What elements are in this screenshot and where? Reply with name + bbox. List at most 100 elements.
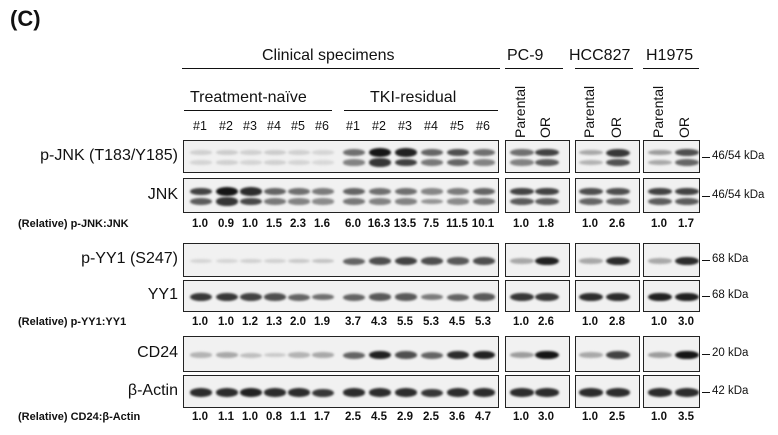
protein-band — [395, 293, 417, 301]
protein-band — [312, 293, 334, 301]
ratio-value: 1.1 — [218, 411, 234, 423]
protein-band — [579, 388, 603, 397]
protein-band — [535, 197, 559, 206]
protein-band — [648, 292, 672, 302]
protein-band — [216, 160, 238, 165]
protein-band — [288, 388, 310, 397]
protein-band — [473, 198, 495, 205]
protein-band — [369, 293, 391, 301]
protein-band — [216, 197, 238, 206]
lane-number: #5 — [450, 119, 464, 133]
ratio-value: 2.3 — [290, 218, 306, 230]
protein-band — [264, 198, 286, 205]
protein-band — [675, 197, 699, 206]
blot-panel-cell-line — [575, 280, 640, 312]
protein-band — [312, 150, 334, 155]
protein-band — [606, 187, 630, 196]
protein-band — [510, 187, 534, 196]
protein-band — [473, 293, 495, 301]
ratio-value: 1.7 — [678, 218, 694, 230]
protein-band — [421, 351, 443, 359]
protein-band — [312, 388, 334, 397]
protein-band — [216, 258, 238, 264]
protein-band — [421, 293, 443, 301]
protein-band — [648, 149, 672, 156]
blot-panel-cell-line — [505, 280, 570, 312]
protein-band — [510, 352, 534, 358]
molecular-weight-label: 20 kDa — [712, 347, 749, 359]
blot-panel-cell-line — [505, 178, 570, 213]
ratio-value: 11.5 — [446, 218, 468, 230]
ratio-value: 1.2 — [242, 316, 258, 328]
protein-band — [343, 198, 365, 205]
ratio-value: 1.0 — [513, 411, 529, 423]
ratio-value: 1.0 — [218, 316, 234, 328]
protein-band — [421, 149, 443, 156]
protein-band — [675, 350, 699, 360]
protein-band — [190, 293, 212, 301]
protein-band — [288, 150, 310, 155]
size-marker-tick — [702, 156, 710, 158]
protein-band — [675, 187, 699, 196]
protein-band — [369, 148, 391, 157]
protein-band — [606, 351, 630, 359]
size-marker-tick — [702, 354, 710, 355]
ratio-value: 4.5 — [371, 411, 387, 423]
ratio-value: 1.0 — [192, 316, 208, 328]
protein-band — [312, 188, 334, 195]
blot-panel-cell-line — [575, 140, 640, 173]
protein-band — [343, 293, 365, 301]
protein-band — [190, 258, 212, 264]
ratio-value: 1.0 — [651, 218, 667, 230]
lane-number: #5 — [291, 119, 305, 133]
blot-panel-cell-line — [505, 375, 570, 408]
blot-panel-cell-line — [643, 375, 700, 408]
blot-panel-clinical — [183, 178, 499, 213]
ratio-value: 1.0 — [513, 218, 529, 230]
ratio-value: 16.3 — [367, 218, 391, 230]
protein-band — [264, 258, 286, 264]
protein-band — [190, 187, 212, 196]
protein-band — [421, 198, 443, 205]
ratio-value: 3.7 — [345, 316, 361, 328]
protein-band — [535, 293, 559, 301]
ratio-value: 5.3 — [475, 316, 491, 328]
ratio-row-label: (Relative) p-JNK:JNK — [18, 218, 129, 230]
protein-band — [312, 160, 334, 165]
blot-row-label: CD24 — [137, 344, 178, 361]
protein-band — [312, 352, 334, 358]
blot-panel-cell-line — [505, 140, 570, 173]
protein-band — [343, 351, 365, 359]
protein-band — [343, 188, 365, 195]
blot-panel-cell-line — [575, 336, 640, 372]
protein-band — [447, 350, 469, 360]
protein-band — [264, 388, 286, 397]
protein-band — [648, 388, 672, 397]
size-marker-tick — [702, 195, 710, 197]
tki-residual-rule — [344, 110, 498, 111]
protein-band — [510, 159, 534, 166]
blot-panel-cell-line — [575, 243, 640, 277]
protein-band — [369, 158, 391, 167]
protein-band — [535, 187, 559, 196]
protein-band — [473, 188, 495, 195]
protein-band — [606, 198, 630, 205]
protein-band — [264, 352, 286, 358]
protein-band — [510, 197, 534, 206]
blot-panel-clinical — [183, 280, 499, 312]
protein-band — [606, 388, 630, 397]
blot-panel-clinical — [183, 140, 499, 173]
molecular-weight-label: 68 kDa — [712, 289, 749, 301]
blot-row-label: JNK — [147, 185, 178, 203]
protein-band — [648, 258, 672, 264]
blot-panel-cell-line — [643, 140, 700, 173]
ratio-value: 0.8 — [266, 411, 282, 423]
lane-label-hcc827-or: OR — [608, 117, 624, 138]
ratio-value: 1.1 — [290, 411, 306, 423]
protein-band — [190, 388, 212, 397]
cell-line-rule-h1975 — [643, 68, 699, 69]
lane-number: #4 — [424, 119, 438, 133]
ratio-value: 4.5 — [449, 316, 465, 328]
ratio-value: 2.9 — [397, 411, 413, 423]
protein-band — [264, 160, 286, 165]
